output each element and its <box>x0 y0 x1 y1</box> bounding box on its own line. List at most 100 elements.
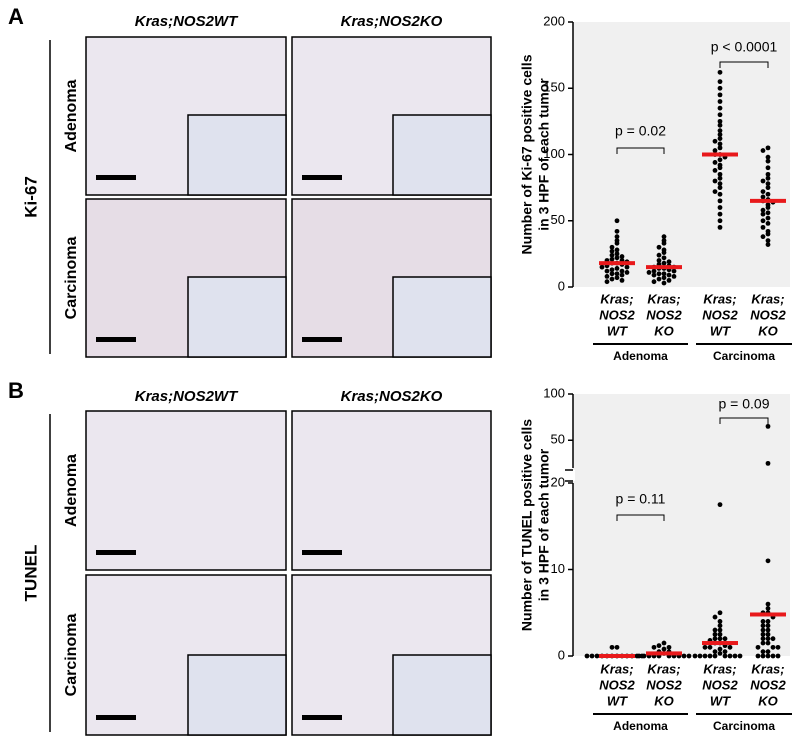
data-point <box>760 653 766 659</box>
scale-bar <box>302 175 342 180</box>
data-point <box>760 148 766 153</box>
panel-letter: A <box>8 4 24 29</box>
data-point <box>707 644 713 650</box>
data-point <box>619 268 625 274</box>
data-point <box>717 132 723 138</box>
data-point <box>609 248 615 254</box>
scale-bar <box>96 175 136 180</box>
data-point <box>609 267 615 273</box>
y-axis-title: in 3 HPF of each tumor <box>536 448 552 601</box>
x-tick-label: NOS2 <box>599 677 635 692</box>
data-point <box>656 244 662 250</box>
data-point <box>722 653 728 659</box>
significance-bracket <box>616 514 665 521</box>
y-axis-title: Number of TUNEL positive cells <box>519 419 535 631</box>
data-point <box>760 627 766 633</box>
group-label: Adenoma <box>613 349 668 363</box>
data-point <box>661 255 667 261</box>
data-point <box>760 636 766 642</box>
x-tick-label: Kras; <box>751 661 784 676</box>
data-point <box>656 276 662 282</box>
data-point <box>614 234 620 240</box>
data-point <box>661 275 667 281</box>
data-point <box>717 145 723 151</box>
micrograph-inset <box>392 114 492 196</box>
data-point <box>666 272 672 278</box>
scale-bar <box>96 337 136 342</box>
data-point <box>624 264 630 270</box>
data-point <box>717 224 723 230</box>
data-point <box>765 175 771 181</box>
y-tick-label: 50 <box>551 432 565 447</box>
data-point <box>614 218 620 224</box>
row-label: Adenoma <box>63 454 80 527</box>
data-point <box>732 653 738 659</box>
data-point <box>760 224 766 230</box>
data-point <box>717 627 723 633</box>
data-point <box>765 205 771 210</box>
y-tick-label: 100 <box>543 385 565 400</box>
data-point <box>765 231 771 237</box>
data-point <box>755 644 761 650</box>
data-point <box>619 254 625 259</box>
data-point <box>717 651 723 656</box>
data-point <box>666 259 672 265</box>
data-point <box>717 198 723 204</box>
data-point <box>614 240 620 246</box>
data-point <box>712 653 718 659</box>
data-point <box>760 640 766 646</box>
significance-bracket <box>719 61 769 68</box>
data-point <box>681 653 687 659</box>
data-point <box>765 242 771 248</box>
data-point <box>712 168 718 173</box>
data-point <box>717 211 723 217</box>
data-point <box>765 631 771 637</box>
data-point <box>775 644 781 650</box>
data-point <box>717 79 723 85</box>
data-point <box>717 631 723 637</box>
data-point <box>717 165 723 171</box>
median-line <box>750 198 786 203</box>
x-tick-label: Kras; <box>600 291 633 306</box>
data-point <box>641 653 647 659</box>
data-point <box>717 69 723 75</box>
data-point <box>765 154 771 160</box>
micrograph-inset <box>392 654 492 736</box>
data-point <box>722 649 728 655</box>
data-point <box>765 210 771 216</box>
data-point <box>651 644 657 650</box>
axis-break-gap <box>565 470 575 481</box>
stain-label: TUNEL <box>21 545 40 602</box>
data-point <box>692 653 698 659</box>
data-point <box>775 653 781 659</box>
data-point <box>755 653 761 659</box>
data-point <box>765 640 771 646</box>
data-point <box>765 145 771 151</box>
data-point <box>712 631 718 637</box>
data-point <box>651 268 657 274</box>
data-point <box>697 653 703 659</box>
micrograph-inset <box>187 276 287 358</box>
plot-background <box>573 22 790 287</box>
data-point <box>661 240 667 246</box>
scale-bar <box>302 715 342 720</box>
data-point <box>760 194 766 200</box>
micrograph <box>291 410 492 571</box>
data-point <box>770 636 776 642</box>
y-tick-label: 50 <box>551 212 565 227</box>
x-tick-label: NOS2 <box>646 307 682 322</box>
data-point <box>712 614 718 620</box>
x-tick-label: Kras; <box>600 661 633 676</box>
data-point <box>727 644 733 650</box>
x-tick-label: KO <box>654 693 674 708</box>
data-point <box>712 178 718 184</box>
column-label: Kras;NOS2KO <box>341 388 443 405</box>
data-point <box>666 644 672 650</box>
data-point <box>599 264 605 270</box>
micrograph-inset <box>187 114 287 196</box>
data-point <box>717 610 723 616</box>
data-point <box>614 255 620 261</box>
median-line <box>646 265 682 270</box>
data-point <box>702 644 708 650</box>
data-point <box>737 653 743 659</box>
